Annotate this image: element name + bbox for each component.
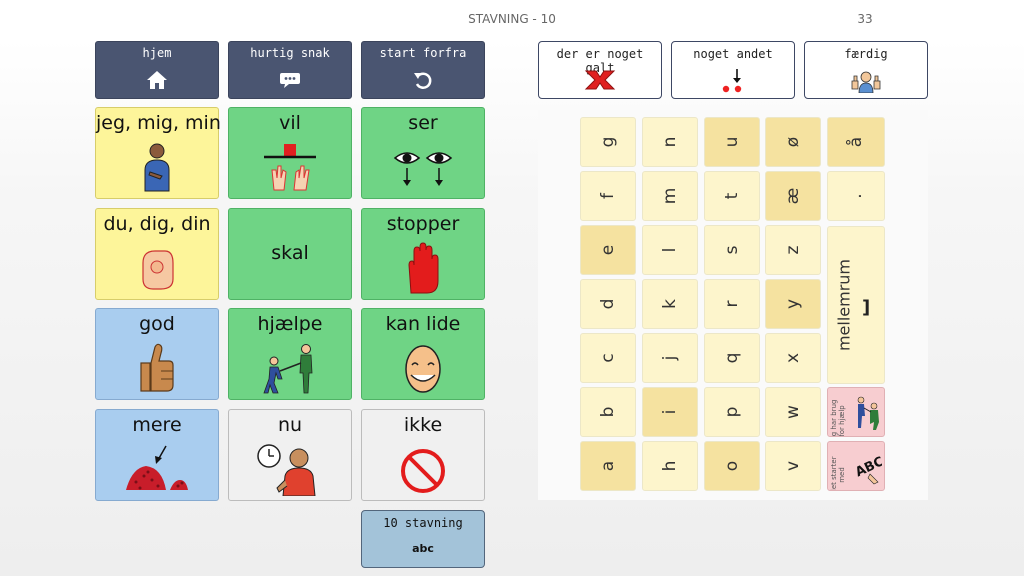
something-else-button[interactable]: noget andet: [671, 41, 795, 99]
want-hands-icon: [264, 144, 316, 191]
key-j[interactable]: j: [642, 333, 698, 383]
key-n[interactable]: n: [642, 117, 698, 167]
space-symbol: ]: [862, 297, 871, 318]
page-number: 33: [857, 12, 873, 26]
abc-icon: ABC: [853, 454, 882, 485]
key-c[interactable]: c: [580, 333, 636, 383]
key-p[interactable]: p: [704, 387, 760, 437]
key-t[interactable]: t: [704, 171, 760, 221]
word-label: mere: [132, 414, 182, 436]
word-cell-ikke[interactable]: ikke: [361, 409, 485, 501]
helping-people-icon: [857, 396, 879, 430]
word-cell-ser[interactable]: ser: [361, 107, 485, 199]
need-help-label: jeg har brug for hjælp: [830, 399, 846, 437]
key-i[interactable]: i: [642, 387, 698, 437]
word-label: hjælpe: [257, 313, 323, 335]
svg-text:ABC: ABC: [853, 454, 882, 480]
word-cell-god[interactable]: god: [95, 308, 219, 400]
key-o[interactable]: o: [704, 441, 760, 491]
word-cell-nu[interactable]: nu: [228, 409, 352, 501]
word-label: du, dig, din: [103, 213, 211, 235]
spelling-sub-label: abc: [412, 542, 434, 555]
key-a[interactable]: a: [580, 441, 636, 491]
restart-label: start forfra: [379, 46, 467, 60]
key-l[interactable]: l: [642, 225, 698, 275]
key-e[interactable]: e: [580, 225, 636, 275]
key-aa[interactable]: å: [827, 117, 885, 167]
word-cell-kanlide[interactable]: kan lide: [361, 308, 485, 400]
key-g[interactable]: g: [580, 117, 636, 167]
word-label: nu: [277, 414, 303, 436]
arrow-dots-icon: [722, 69, 742, 93]
key-h[interactable]: h: [642, 441, 698, 491]
key-oe[interactable]: ø: [765, 117, 821, 167]
word-cell-hjaelpe[interactable]: hjælpe: [228, 308, 352, 400]
word-label: ikke: [403, 414, 443, 436]
quick-talk-label: hurtig snak: [250, 46, 330, 60]
word-label: stopper: [386, 213, 460, 235]
key-ae[interactable]: æ: [765, 171, 821, 221]
word-label: ser: [408, 112, 438, 134]
eyes-icon: [393, 152, 453, 186]
prohibited-icon: [401, 449, 445, 493]
red-x-icon: [584, 70, 616, 90]
pointing-hand-icon: [142, 250, 174, 290]
undo-arrow-icon: [414, 72, 432, 89]
word-label: kan lide: [385, 313, 461, 335]
word-label: skal: [271, 242, 309, 264]
self-person-icon: [144, 143, 170, 192]
helping-people-icon: [263, 344, 313, 394]
house-icon: [147, 71, 167, 89]
need-help-key[interactable]: jeg har brug for hjælp: [827, 387, 885, 437]
something-else-label: noget andet: [693, 47, 773, 61]
done-button[interactable]: færdig: [804, 41, 928, 99]
spelling-label: 10 stavning: [383, 516, 463, 530]
word-cell-stopper[interactable]: stopper: [361, 208, 485, 300]
word-label: vil: [279, 112, 301, 134]
key-b[interactable]: b: [580, 387, 636, 437]
more-pile-icon: [126, 445, 188, 490]
spelling-button[interactable]: 10 stavning abc: [361, 510, 485, 568]
key-y[interactable]: y: [765, 279, 821, 329]
word-cell-du[interactable]: du, dig, din: [95, 208, 219, 300]
done-label: færdig: [844, 47, 888, 61]
word-cell-skal[interactable]: skal: [228, 208, 352, 300]
key-u[interactable]: u: [704, 117, 760, 167]
word-cell-jeg[interactable]: jeg, mig, min: [95, 107, 221, 199]
home-label: hjem: [142, 46, 172, 60]
thumbs-up-icon: [140, 343, 174, 392]
key-k[interactable]: k: [642, 279, 698, 329]
home-button[interactable]: hjem: [95, 41, 219, 99]
clock-person-icon: [257, 444, 316, 496]
quick-talk-button[interactable]: hurtig snak: [228, 41, 352, 99]
key-m[interactable]: m: [642, 171, 698, 221]
key-d[interactable]: d: [580, 279, 636, 329]
key-s[interactable]: s: [704, 225, 760, 275]
key-z[interactable]: z: [765, 225, 821, 275]
stop-hand-icon: [408, 242, 439, 294]
key-w[interactable]: w: [765, 387, 821, 437]
starts-with-label: det starter med: [830, 456, 846, 491]
key-v[interactable]: v: [765, 441, 821, 491]
restart-button[interactable]: start forfra: [361, 41, 485, 99]
key-f[interactable]: f: [580, 171, 636, 221]
word-label: jeg, mig, min: [96, 112, 221, 134]
key-period[interactable]: .: [827, 171, 885, 221]
thumbs-up-person-icon: [851, 71, 881, 93]
space-key[interactable]: mellemrum ]: [827, 226, 885, 384]
word-cell-mere[interactable]: mere: [95, 409, 219, 501]
key-q[interactable]: q: [704, 333, 760, 383]
key-x[interactable]: x: [765, 333, 821, 383]
word-cell-vil[interactable]: vil: [228, 107, 352, 199]
speech-bubble-icon: [280, 73, 300, 88]
page-title: STAVNING - 10: [468, 12, 556, 26]
happy-face-icon: [405, 345, 441, 393]
word-label: god: [139, 313, 175, 335]
key-r[interactable]: r: [704, 279, 760, 329]
space-label: mellemrum: [834, 258, 854, 352]
starts-with-key[interactable]: det starter med ABC: [827, 441, 885, 491]
something-wrong-button[interactable]: der er noget galt: [538, 41, 662, 99]
